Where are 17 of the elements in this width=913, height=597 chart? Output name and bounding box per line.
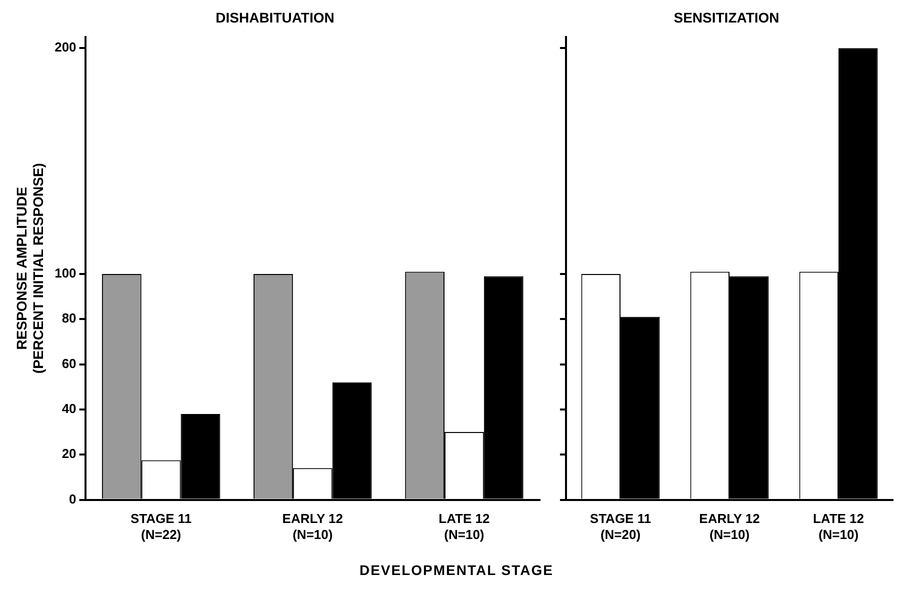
y-tick-label: 0 (69, 491, 76, 506)
x-tick-label: LATE 12 (N=10) (438, 511, 490, 542)
y-axis-title: RESPONSE AMPLITUDE (PERCENT INITIAL RESPONSE) (13, 163, 46, 374)
x-tick-label: EARLY 12 (N=10) (699, 511, 760, 542)
y-tick-label: 40 (62, 401, 76, 416)
x-tick-label: EARLY 12 (N=10) (282, 511, 343, 542)
chart-title: SENSITIZATION (674, 9, 780, 26)
x-axis-title: DEVELOPMENTAL STAGE (358, 562, 554, 578)
y-tick-label: 100 (54, 266, 76, 281)
chart-title: DISHABITUATION (216, 9, 334, 26)
y-tick-label: 20 (62, 446, 76, 462)
x-tick-label: STAGE 11 (N=22) (130, 511, 192, 542)
y-tick-label: 200 (54, 40, 76, 55)
y-tick-label: 60 (62, 356, 76, 371)
y-tick-label: 80 (62, 310, 76, 326)
x-tick-label: LATE 12 (N=10) (812, 511, 864, 542)
x-tick-label: STAGE 11 (N=20) (590, 511, 652, 542)
